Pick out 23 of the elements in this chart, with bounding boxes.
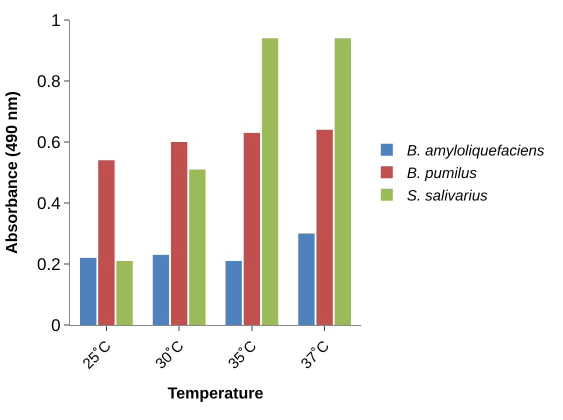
bar [152, 254, 170, 325]
bar [98, 160, 115, 325]
bar [189, 169, 206, 325]
legend-label: B. amyloliquefaciens [406, 142, 545, 160]
x-axis-title: Temperature [168, 385, 264, 402]
bar [170, 142, 188, 325]
bar [334, 38, 351, 325]
bar [316, 130, 333, 325]
y-axis-title: Absorbance (490 nm) [4, 91, 21, 254]
y-tick-label: 0.4 [36, 194, 61, 213]
legend-label: S. salivarius [406, 188, 488, 205]
bar [80, 258, 96, 325]
legend-label: B. pumilus [406, 165, 478, 182]
y-tick-label: 0.8 [36, 72, 61, 91]
bar [116, 260, 133, 325]
y-tick-label: 0 [51, 316, 61, 335]
y-tick-label: 0.6 [36, 132, 61, 152]
y-tick-label: 1 [51, 10, 61, 30]
bar [226, 260, 242, 325]
bar [298, 234, 315, 325]
y-tick-label: 0.2 [36, 254, 61, 274]
bar [262, 38, 278, 325]
bar [244, 132, 260, 325]
